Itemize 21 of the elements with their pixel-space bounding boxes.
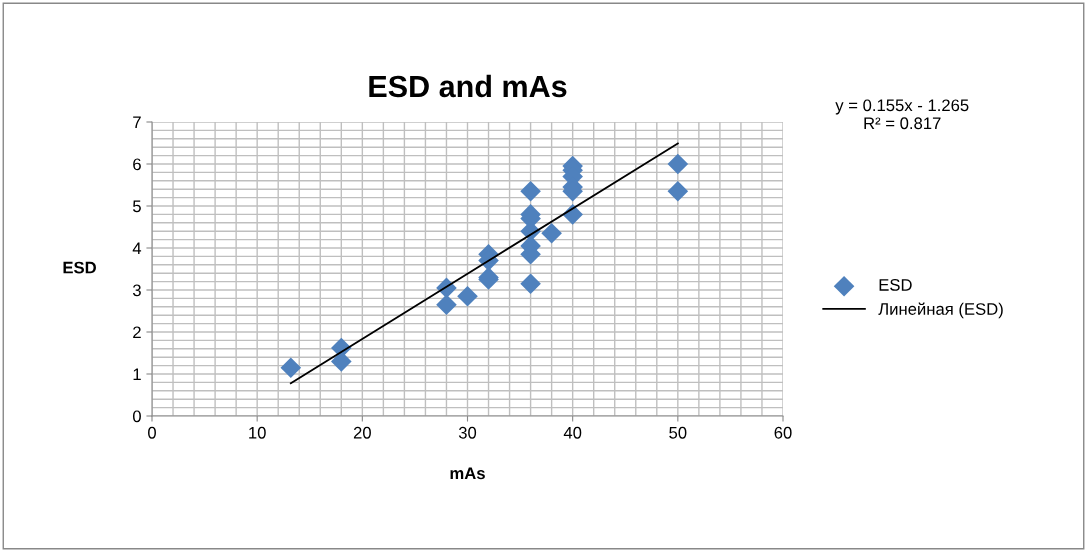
y-tick-label: 6 bbox=[133, 158, 141, 171]
x-axis-title: mAs bbox=[450, 467, 485, 480]
y-tick-label: 3 bbox=[132, 284, 141, 297]
x-tick-label: 60 bbox=[774, 426, 792, 439]
y-tick-label: 1 bbox=[133, 368, 141, 381]
x-tick-label: 40 bbox=[563, 426, 582, 439]
chart-title: ESD and mAs bbox=[369, 74, 567, 98]
y-axis-title: ESD bbox=[63, 261, 96, 274]
text: y = 0.155x - 1.265 R² = 0.817 bbox=[835, 99, 969, 130]
legend-label: ESD bbox=[879, 279, 912, 291]
y-tick-label: 4 bbox=[132, 242, 142, 255]
y-tick-label: 7 bbox=[133, 116, 141, 129]
x-tick-label: 20 bbox=[353, 426, 371, 439]
x-tick-label: 10 bbox=[249, 426, 266, 439]
legend-label: Линейная (ESD) bbox=[878, 302, 1003, 319]
y-tick-label: 2 bbox=[133, 326, 141, 339]
y-tick-label: 0 bbox=[132, 410, 141, 423]
x-tick-label: 50 bbox=[669, 426, 687, 439]
y-tick-label: 5 bbox=[132, 200, 141, 213]
x-tick-label: 30 bbox=[458, 426, 477, 439]
x-tick-label: 0 bbox=[148, 426, 156, 439]
